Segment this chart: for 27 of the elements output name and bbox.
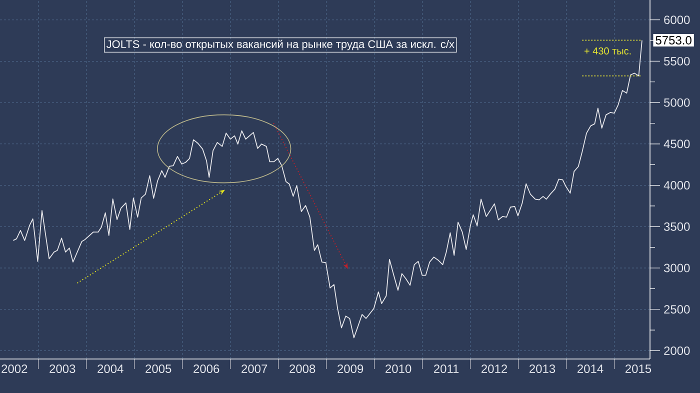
x-tick-label: 2008 <box>290 364 316 374</box>
x-tick-label: 2011 <box>434 364 459 374</box>
x-tick-label: 2009 <box>338 364 364 374</box>
x-tick-label: 2006 <box>194 364 220 374</box>
x-tick-label: 2013 <box>530 364 556 374</box>
y-tick-label: 5500 <box>664 56 690 66</box>
x-tick-label: 2014 <box>578 364 604 374</box>
y-tick-label: 2000 <box>664 346 690 355</box>
y-tick-label: 3500 <box>664 222 690 231</box>
y-tick-label: 2500 <box>664 305 690 314</box>
x-tick-label: 2015 <box>626 364 652 374</box>
x-tick-label: 2003 <box>50 364 76 374</box>
x-tick-label: 2005 <box>146 364 172 374</box>
y-tick-label: 4000 <box>664 181 690 190</box>
y-tick-label: 5000 <box>664 98 690 107</box>
annotation: + 430 тыс. <box>584 47 631 55</box>
x-tick-label: 2004 <box>98 364 124 374</box>
y-tick-label: 4500 <box>664 140 690 148</box>
x-tick-label: 2010 <box>386 364 412 374</box>
annotation: 5753.0 <box>656 36 692 45</box>
y-tick-label: 3000 <box>664 264 690 272</box>
x-tick-label: 2007 <box>242 364 268 374</box>
y-tick-label: 6000 <box>664 16 690 24</box>
x-tick-label: 2002 <box>2 364 28 374</box>
x-tick-label: 2012 <box>482 364 508 374</box>
text: JOLTS - кол-во открытых вакансий на рынке труда США за искл. с/х <box>106 40 454 50</box>
line-series <box>12 40 642 338</box>
